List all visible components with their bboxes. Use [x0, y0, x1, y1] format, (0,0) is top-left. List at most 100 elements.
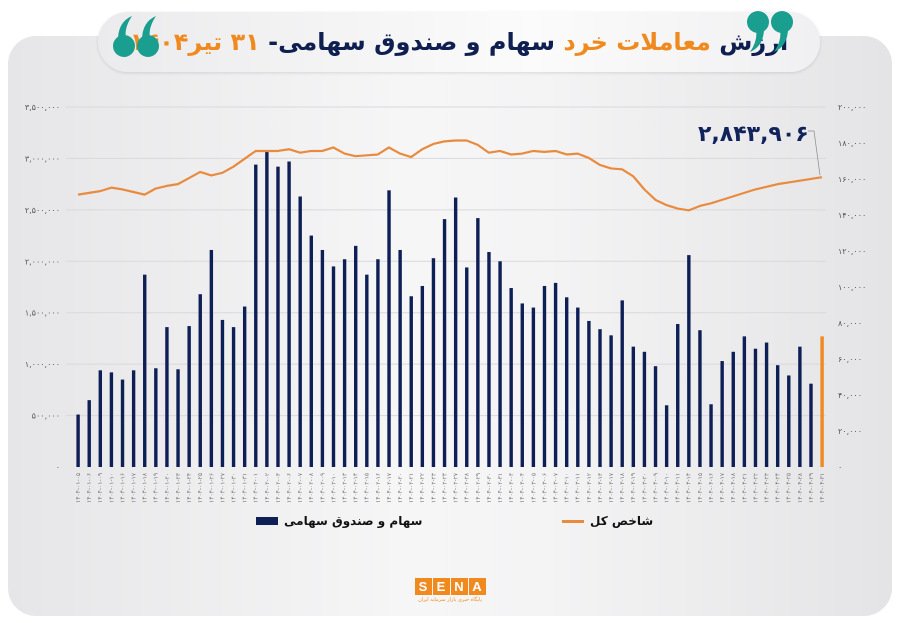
right-axis-tick: ۱۶۰,۰۰۰: [838, 175, 866, 184]
bar: [398, 249, 402, 467]
legend-line-label: شاخص کل: [590, 514, 654, 528]
bar: [442, 219, 447, 467]
bar: [131, 370, 136, 467]
x-axis-date-label: ۱۴۰۴-۰۳-۰۳: [508, 472, 515, 503]
bar: [653, 366, 658, 467]
x-axis-date-label: ۱۴۰۴-۰۴-۲۸: [797, 472, 804, 503]
x-axis-date-label: ۱۴۰۴-۰۱-۱۰: [108, 473, 115, 503]
left-axis-tick: ۵۰۰,۰۰۰: [32, 412, 60, 421]
x-axis-date-label: ۱۴۰۴-۰۱-۲۶: [208, 473, 215, 503]
x-axis-date-label: ۱۴۰۴-۰۴-۳۱: [819, 473, 826, 503]
bar: [775, 365, 780, 467]
x-axis-date-label: ۱۴۰۴-۰۱-۱۸: [142, 472, 149, 503]
logo-letter: N: [450, 578, 468, 595]
bar: [453, 197, 458, 467]
bar: [287, 161, 291, 467]
x-axis-date-label: ۱۴۰۴-۰۲-۱۶: [375, 473, 382, 503]
logo-letter: E: [432, 578, 450, 595]
x-axis-date-label: ۱۴۰۴-۰۴-۲۴: [775, 473, 782, 503]
x-axis-date-label: ۱۴۰۴-۰۴-۱۵: [697, 473, 704, 503]
x-axis-date-label: ۱۴۰۴-۰۴-۱۰: [664, 473, 671, 503]
x-axis-date-label: ۱۴۰۴-۰۲-۰۲: [264, 473, 271, 503]
bar: [365, 274, 369, 467]
x-axis-date-label: ۱۴۰۴-۰۴-۱۶: [708, 473, 715, 503]
left-axis-tick: ۱,۵۰۰,۰۰۰: [25, 309, 60, 318]
logo-letter: A: [468, 578, 486, 595]
right-axis-tick: ۸۰,۰۰۰: [838, 319, 862, 328]
bar: [687, 255, 691, 467]
x-axis-date-label: ۱۴۰۴-۰۳-۱۷: [608, 472, 615, 503]
quote-close-icon: [110, 14, 162, 90]
bar: [576, 307, 580, 467]
x-axis-date-label: ۱۴۰۴-۰۳-۱۳: [597, 472, 604, 503]
title-middle: سهام و صندوق سهامی-: [259, 28, 564, 56]
x-axis-date-label: ۱۴۰۴-۰۲-۱۵: [364, 473, 371, 503]
bar: [553, 282, 558, 467]
x-axis-date-label: ۱۴۰۴-۰۱-۲۵: [197, 473, 204, 503]
bar: [609, 335, 613, 467]
x-axis-date-label: ۱۴۰۴-۰۳-۰۴: [519, 473, 526, 503]
x-axis-date-label: ۱۴۰۴-۰۲-۱۰: [330, 473, 337, 503]
left-axis-tick: ۳,۰۰۰,۰۰۰: [25, 154, 60, 163]
bar: [520, 303, 524, 467]
title-banner: ارزش معاملات خرد سهام و صندوق سهامی- ۳۱ …: [98, 12, 820, 72]
bar: [420, 285, 425, 467]
bar: [354, 245, 358, 467]
bar: [676, 324, 680, 467]
bar: [542, 285, 547, 467]
x-axis-date-label: ۱۴۰۴-۰۱-۰۶: [86, 473, 93, 503]
x-axis-date-label: ۱۴۰۴-۰۱-۰۵: [75, 473, 82, 503]
bar: [154, 368, 158, 467]
legend-bars-label: سهام و صندوق سهامی: [284, 514, 423, 528]
x-axis-date-label: ۱۴۰۴-۰۲-۰۶: [286, 473, 293, 503]
x-axis-date-label: ۱۴۰۴-۰۲-۲۳: [430, 472, 437, 503]
bar: [498, 261, 502, 467]
bar: [376, 259, 380, 467]
legend-line-swatch: [562, 519, 584, 523]
left-axis-tick: ۲,۵۰۰,۰۰۰: [25, 206, 60, 215]
x-axis-date-label: ۱۴۰۴-۰۴-۰۹: [652, 473, 659, 503]
x-axis-date-label: ۱۴۰۴-۰۱-۰۹: [97, 473, 104, 503]
quote-open-icon: [744, 8, 796, 84]
bar: [431, 258, 436, 467]
x-axis-date-label: ۱۴۰۴-۰۴-۱۴: [686, 473, 693, 503]
bar: [209, 249, 214, 467]
bar: [798, 346, 802, 467]
bar: [220, 319, 225, 467]
bar: [698, 330, 702, 467]
index-line: [77, 139, 823, 212]
x-axis-date-label: ۱۴۰۴-۰۲-۱۴: [353, 473, 360, 503]
bar: [531, 307, 536, 467]
page-title: ارزش معاملات خرد سهام و صندوق سهامی- ۳۱ …: [130, 28, 788, 56]
logo-letter: S: [414, 578, 432, 595]
left-axis-tick: ۳,۵۰۰,۰۰۰: [25, 103, 60, 112]
chart-card: [8, 36, 892, 616]
right-axis-tick: ۱۸۰,۰۰۰: [838, 139, 866, 148]
legend-item-line: شاخص کل: [562, 514, 653, 528]
bar: [476, 218, 480, 467]
right-axis-tick: ۱۴۰,۰۰۰: [838, 211, 866, 220]
bar: [742, 336, 747, 467]
right-axis-tick: ۱۲۰,۰۰۰: [838, 247, 866, 256]
x-axis-date-label: ۱۴۰۴-۰۳-۱۰: [564, 473, 571, 503]
left-axis-tick: ۰: [56, 463, 60, 472]
bar: [642, 351, 647, 467]
bar: [509, 288, 513, 467]
bar: [198, 294, 202, 467]
x-axis-date-label: ۱۴۰۴-۰۱-۱۶: [119, 473, 126, 503]
bar: [143, 274, 147, 467]
title-accent-trades: معاملات خرد: [563, 28, 711, 56]
x-axis-date-label: ۱۴۰۴-۰۲-۰۹: [319, 473, 326, 503]
x-axis-date-label: ۱۴۰۴-۰۱-۱۹: [153, 473, 160, 503]
x-axis-date-label: ۱۴۰۴-۰۲-۲۰: [397, 473, 404, 503]
x-axis-date-label: ۱۴۰۴-۰۲-۳۱: [497, 473, 504, 503]
legend-bar-swatch: [256, 517, 278, 525]
x-axis-date-label: ۱۴۰۴-۰۲-۰۱: [253, 473, 260, 503]
x-axis-date-label: ۱۴۰۴-۰۲-۲۹: [475, 473, 482, 503]
bar: [109, 372, 114, 467]
right-axis-tick: ۱۰۰,۰۰۰: [838, 283, 866, 292]
bar: [764, 342, 769, 467]
x-axis-date-label: ۱۴۰۴-۰۴-۲۵: [786, 473, 793, 503]
bar: [809, 383, 813, 467]
x-axis-date-label: ۱۴۰۴-۰۱-۲۴: [186, 473, 193, 503]
